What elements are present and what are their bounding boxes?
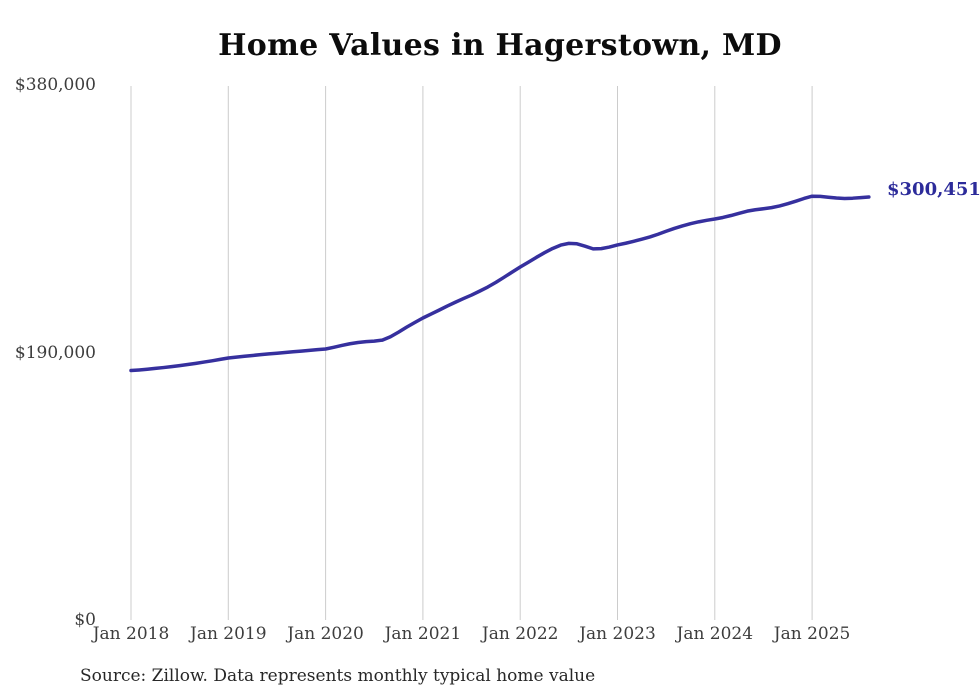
x-axis-tick-label: Jan 2018: [92, 624, 170, 644]
x-axis-tick-label: Jan 2023: [579, 624, 656, 644]
chart-title: Home Values in Hagerstown, MD: [218, 28, 782, 63]
y-axis-tick-label: $190,000: [14, 342, 96, 363]
x-axis-tick-label: Jan 2025: [773, 624, 851, 644]
x-axis-tick-label: Jan 2019: [190, 624, 267, 644]
x-axis-tick-label: Jan 2024: [676, 624, 754, 644]
x-axis-tick-label: Jan 2022: [481, 624, 559, 644]
x-axis-tick-label: Jan 2020: [287, 624, 364, 644]
y-axis-tick-label: $0: [74, 610, 96, 630]
latest-value-label: $300,451: [887, 179, 980, 200]
y-axis-tick-label: $380,000: [14, 75, 96, 95]
x-axis-tick-label: Jan 2021: [384, 624, 462, 644]
source-note: Source: Zillow. Data represents monthly …: [80, 666, 596, 686]
value-line-series: [129, 194, 871, 373]
